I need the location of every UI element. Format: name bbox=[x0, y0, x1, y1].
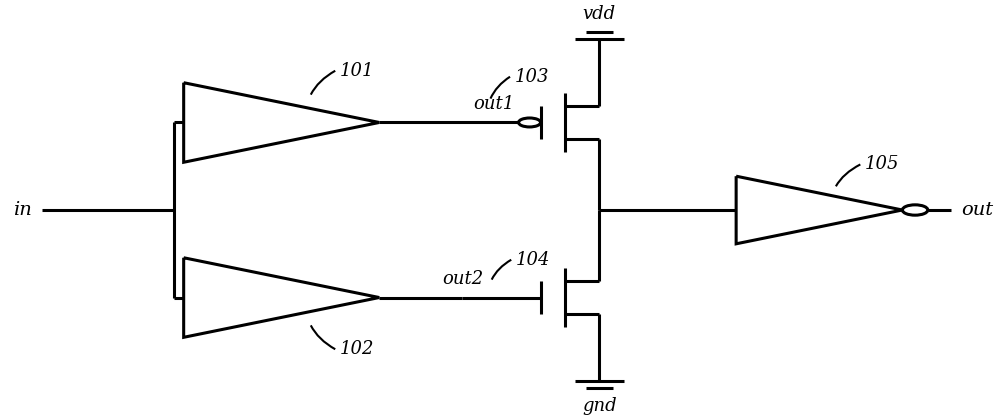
Text: 102: 102 bbox=[340, 340, 375, 358]
Text: in: in bbox=[13, 201, 32, 219]
Text: 101: 101 bbox=[340, 62, 375, 80]
Text: 104: 104 bbox=[516, 251, 551, 269]
Text: 105: 105 bbox=[865, 155, 900, 173]
Text: gnd: gnd bbox=[582, 397, 617, 415]
Text: out: out bbox=[961, 201, 993, 219]
Text: 103: 103 bbox=[515, 68, 549, 86]
Text: vdd: vdd bbox=[583, 5, 616, 23]
Text: out2: out2 bbox=[442, 270, 483, 288]
Text: out1: out1 bbox=[473, 94, 514, 113]
